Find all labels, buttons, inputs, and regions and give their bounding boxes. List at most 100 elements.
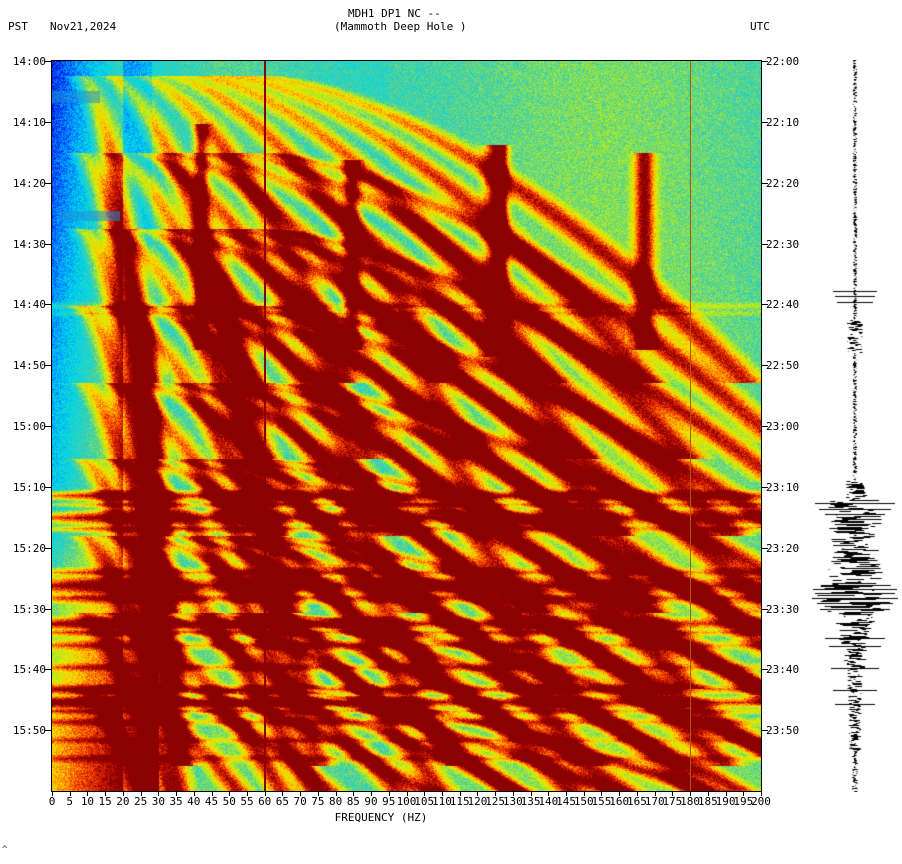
tick-mark [548, 791, 550, 796]
frequency-tick: 90 [364, 795, 378, 808]
tick-mark [246, 791, 248, 796]
tick-mark [353, 791, 355, 796]
time-tick-left: 15:30 [12, 602, 46, 616]
tick-mark [45, 669, 51, 671]
tick-mark [45, 608, 51, 610]
tick-mark [45, 547, 51, 549]
tick-mark [441, 791, 443, 796]
time-tick-right: 23:00 [766, 420, 800, 433]
frequency-tick: 165 [626, 795, 647, 808]
tick-mark [45, 61, 51, 62]
time-tick-right: 23:10 [766, 480, 800, 494]
tick-mark [762, 243, 768, 245]
tick-mark [636, 791, 638, 796]
time-tick-left: 15:10 [12, 480, 46, 494]
frequency-tick: 95 [382, 795, 396, 808]
time-tick-right: 22:20 [766, 176, 800, 190]
tick-mark [566, 791, 568, 796]
frequency-tick: 80 [328, 795, 343, 808]
frequency-tick: 200 [751, 795, 771, 808]
frequency-tick: 105 [414, 795, 435, 808]
frequency-tick: 50 [222, 795, 236, 808]
tick-mark [762, 426, 768, 427]
tick-mark [654, 791, 656, 796]
frequency-tick: 70 [293, 795, 307, 808]
tick-mark [45, 243, 51, 245]
tick-mark [388, 791, 390, 796]
time-tick-right: 22:30 [766, 237, 800, 251]
time-tick-right: 22:00 [766, 55, 800, 68]
frequency-tick: 110 [432, 795, 452, 808]
tick-mark [229, 791, 231, 796]
frequency-tick: 120 [467, 795, 488, 808]
time-tick-right: 23:50 [766, 724, 800, 738]
tick-mark [45, 365, 51, 367]
tick-mark [495, 791, 497, 796]
tick-mark [371, 791, 373, 796]
tick-mark [477, 791, 479, 796]
time-tick-right: 22:40 [766, 298, 800, 312]
frequency-tick: 75 [311, 795, 325, 808]
frequency-tick: 135 [520, 795, 541, 808]
tick-mark [707, 791, 709, 796]
time-tick-left: 15:00 [12, 420, 46, 433]
time-tick-left: 15:20 [12, 541, 46, 555]
spectrogram-canvas [52, 61, 761, 791]
tick-mark [762, 547, 768, 549]
frequency-tick: 170 [644, 795, 665, 808]
tick-mark [335, 791, 337, 796]
tick-mark [672, 791, 674, 796]
frequency-tick: 150 [573, 795, 594, 808]
tick-mark [725, 791, 727, 796]
tick-mark [211, 791, 213, 796]
tick-mark [530, 791, 532, 796]
frequency-tick: 20 [116, 795, 130, 808]
powerline-60hz-marker [264, 61, 266, 791]
tick-mark [264, 791, 266, 796]
frequency-tick: 30 [151, 795, 165, 808]
frequency-tick: 45 [204, 795, 219, 808]
time-tick-left: 14:20 [12, 176, 46, 190]
tick-mark [762, 182, 768, 184]
timezone-label-right: UTC [750, 20, 770, 33]
tick-mark [459, 791, 461, 796]
tick-mark [176, 791, 178, 796]
tick-mark [52, 791, 53, 796]
station-subtitle: (Mammoth Deep Hole ) [334, 20, 467, 33]
frequency-tick: 175 [662, 795, 683, 808]
time-tick-right: 22:10 [766, 115, 800, 129]
tick-mark [45, 121, 51, 123]
tick-mark [317, 791, 319, 796]
helicorder-panel [812, 60, 898, 792]
tick-mark [140, 791, 142, 796]
frequency-tick: 145 [556, 795, 576, 808]
frequency-tick: 65 [275, 795, 290, 808]
tick-mark [762, 304, 768, 306]
tick-mark [69, 791, 71, 796]
frequency-tick: 130 [502, 795, 523, 808]
frequency-tick: 115 [449, 795, 470, 808]
frequency-tick: 125 [485, 795, 506, 808]
frequency-tick: 85 [346, 795, 360, 808]
frequency-tick: 35 [169, 795, 183, 808]
frequency-tick: 100 [396, 795, 417, 808]
x-axis-label-wrap: FREQUENCY (HZ) [0, 811, 902, 824]
tick-mark [122, 791, 124, 796]
spectrogram-plot [51, 60, 762, 792]
tick-mark [762, 365, 768, 367]
tick-mark [512, 791, 514, 796]
time-tick-right: 23:40 [766, 663, 800, 677]
tick-mark [406, 791, 408, 796]
tick-mark [583, 791, 585, 796]
tick-mark [762, 608, 768, 610]
tick-mark [690, 791, 692, 796]
tick-mark [424, 791, 426, 796]
time-tick-left: 14:10 [12, 115, 46, 129]
tick-mark [743, 791, 745, 796]
tick-mark [158, 791, 160, 796]
time-tick-left: 14:40 [12, 298, 46, 312]
time-tick-right: 23:30 [766, 602, 800, 616]
frequency-tick: 160 [609, 795, 630, 808]
frequency-tick: 25 [134, 795, 148, 808]
frequency-tick: 155 [591, 795, 612, 808]
